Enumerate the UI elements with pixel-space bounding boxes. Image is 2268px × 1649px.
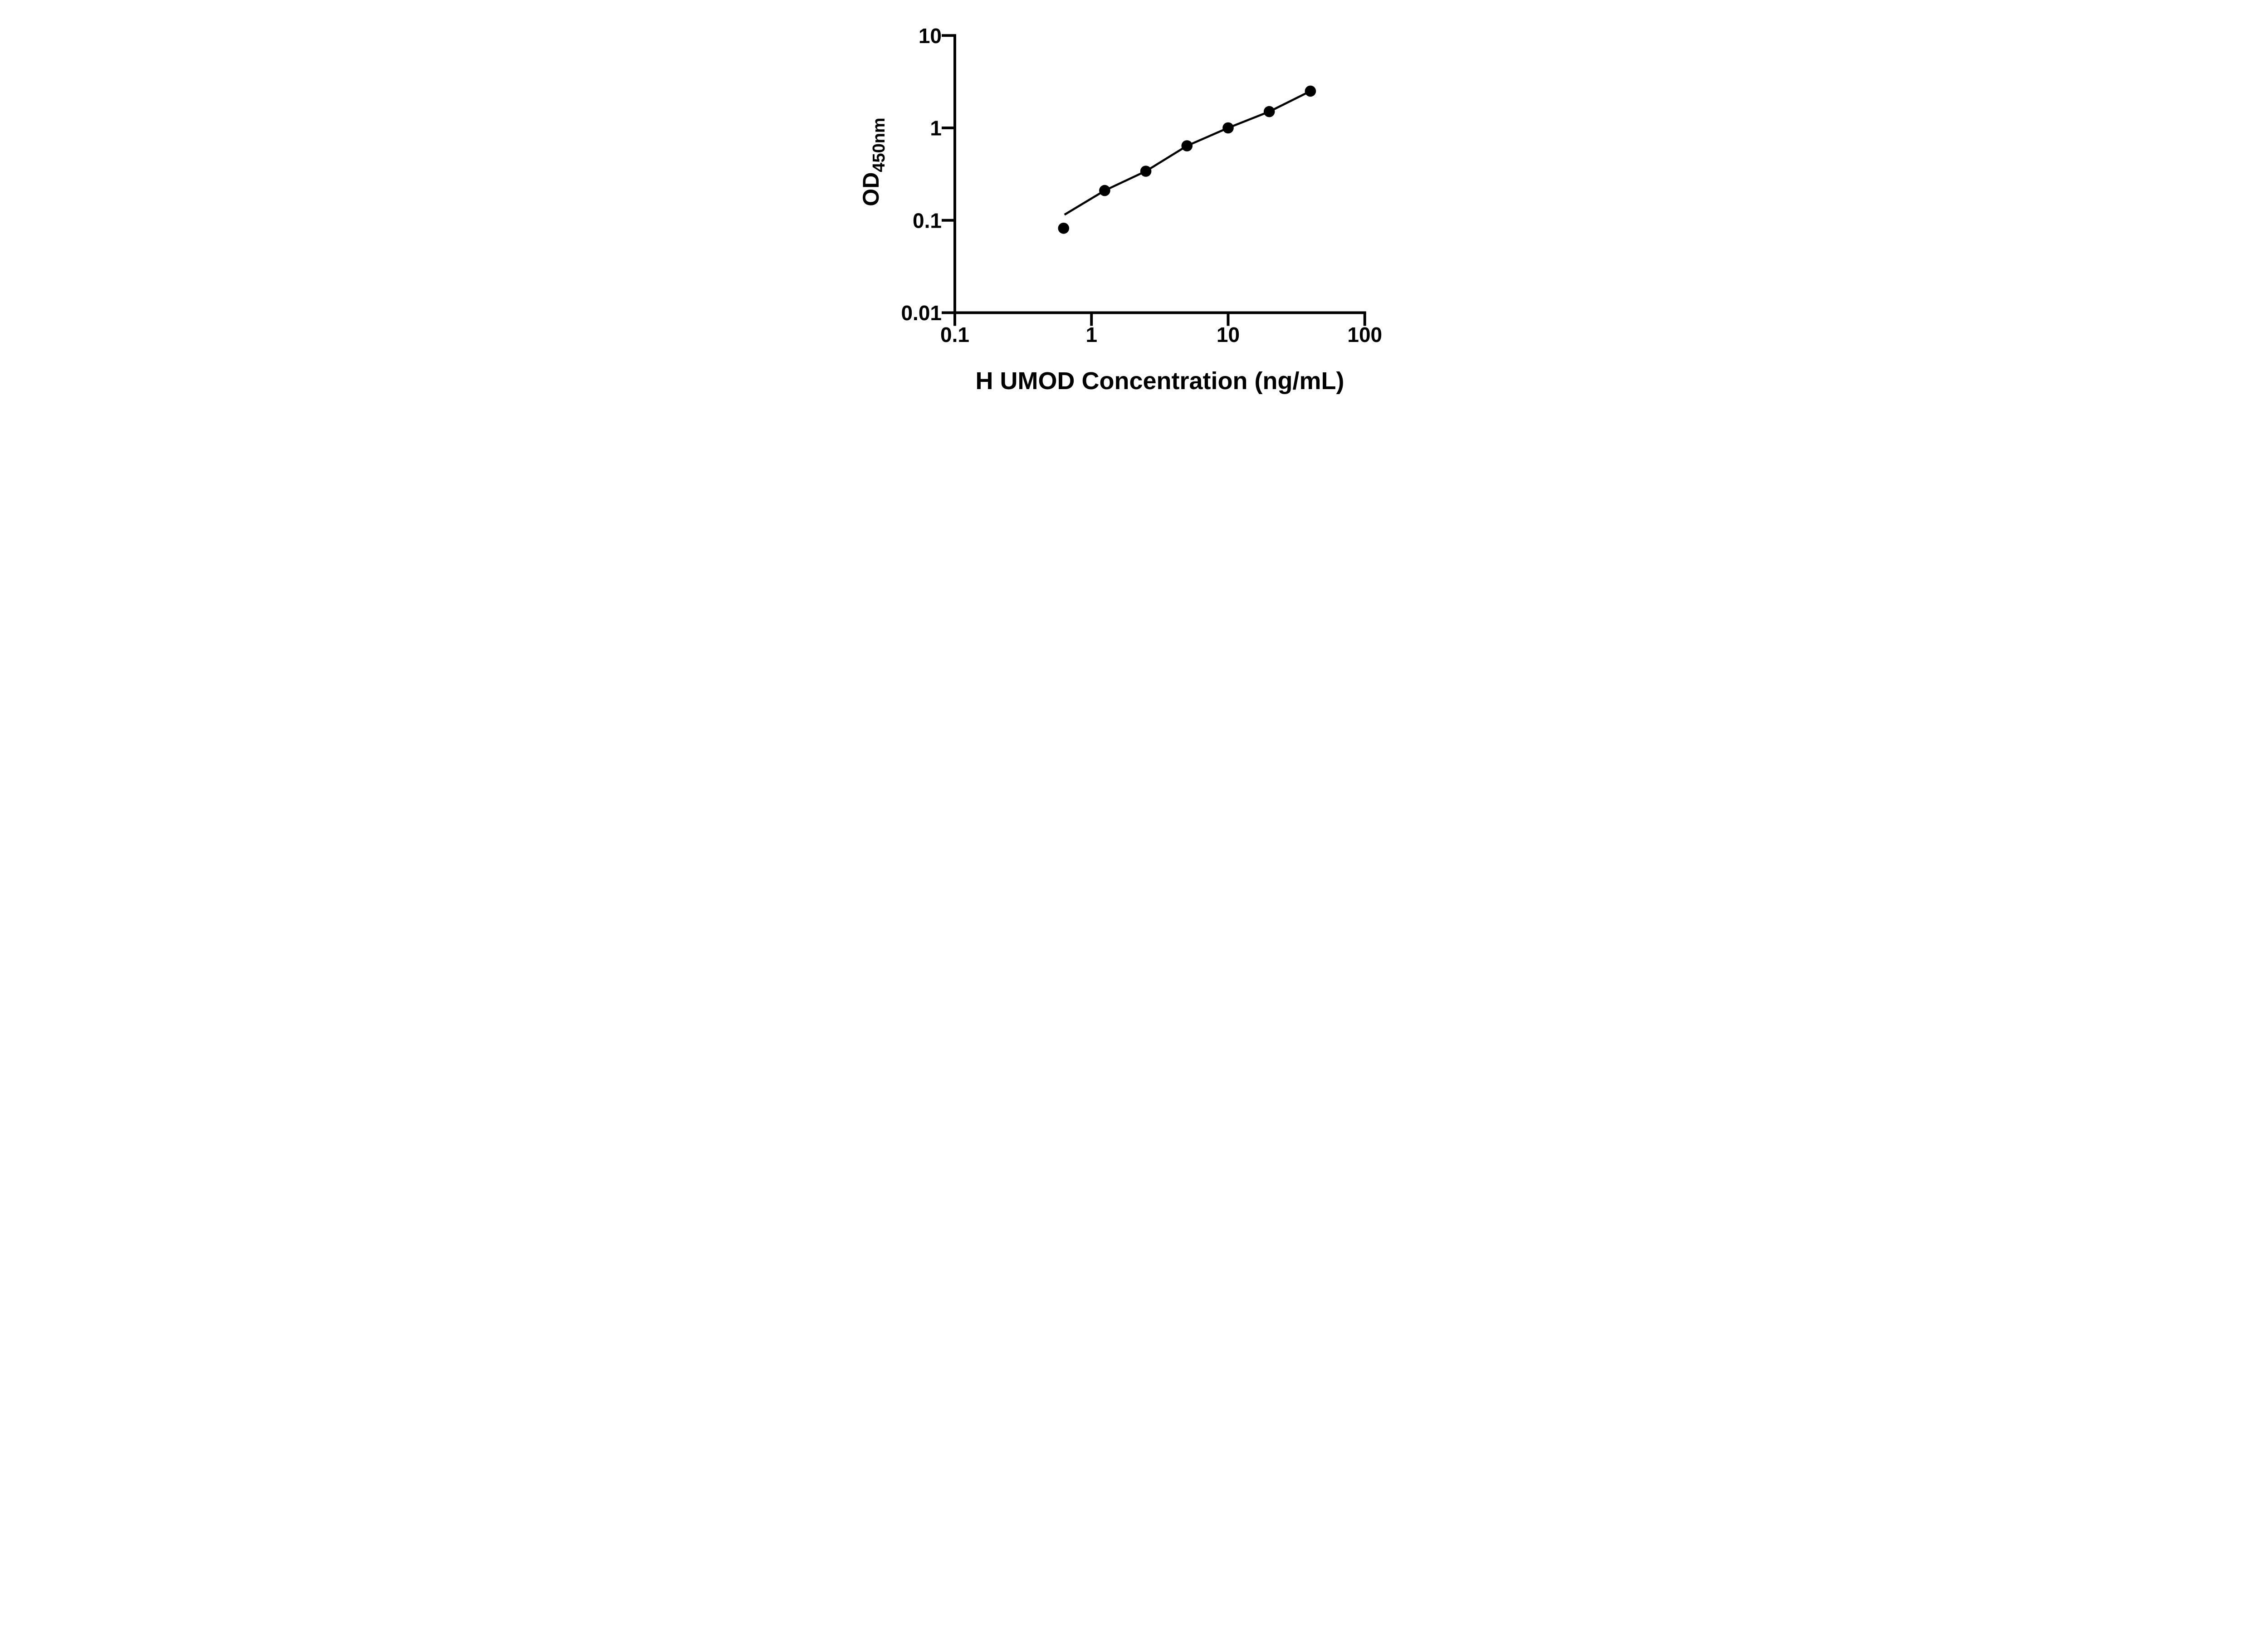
data-point	[1058, 223, 1069, 234]
y-tick-label: 1	[930, 117, 942, 140]
y-tick-label: 0.01	[901, 301, 942, 325]
data-point	[1181, 140, 1193, 151]
series-layer	[1058, 85, 1316, 234]
x-tick-label: 1	[1085, 323, 1097, 346]
x-tick-label: 0.1	[940, 323, 969, 346]
y-tick-label: 0.1	[913, 209, 942, 232]
y-axis-title-subscript: 450nm	[870, 117, 889, 172]
x-tick-label: 100	[1347, 323, 1382, 346]
y-axis-title-main: OD	[858, 172, 884, 206]
data-point	[1263, 106, 1275, 117]
data-point	[1305, 85, 1316, 97]
x-tick-label: 10	[1216, 323, 1239, 346]
y-axis-title: OD450nm	[858, 117, 889, 206]
data-point	[1222, 122, 1234, 134]
x-axis-title: H UMOD Concentration (ng/mL)	[975, 367, 1344, 395]
figure: 0.01 0.1 1 10 0.1 1 10 100 H UMOD Concentration…	[841, 0, 1427, 412]
data-point	[1099, 185, 1110, 196]
y-tick-label: 10	[918, 24, 941, 48]
data-point	[1140, 166, 1151, 177]
